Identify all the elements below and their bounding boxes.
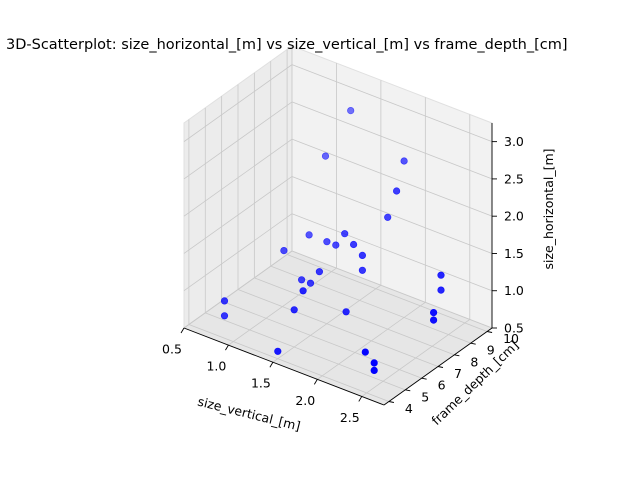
data-point	[393, 187, 401, 195]
x-tick-mark	[313, 379, 318, 385]
z-axis-label: size_horizontal_[m]	[541, 148, 556, 269]
x-tick-label: 0.5	[162, 342, 182, 357]
grid-line-z-back	[291, 250, 493, 329]
grid-lines	[183, 46, 493, 402]
z-tick-label: 1.5	[504, 246, 524, 261]
data-point	[358, 251, 367, 259]
y-tick-label: 5	[421, 389, 429, 404]
data-point	[361, 348, 369, 356]
x-tick-mark	[269, 361, 274, 368]
data-point	[298, 276, 306, 284]
axis-lines	[180, 123, 497, 406]
z-tick-label: 2.5	[504, 171, 524, 186]
x-axis-line	[183, 327, 385, 406]
y-tick-mark	[470, 342, 476, 345]
data-point	[437, 286, 445, 294]
grid-line-z-back	[291, 138, 493, 217]
z-tick-label: 1.0	[504, 283, 524, 298]
data-point	[220, 312, 229, 320]
data-point	[437, 271, 445, 279]
y-tick-label: 10	[503, 331, 519, 346]
y-tick-mark	[421, 377, 427, 380]
grid-line-z-left	[183, 64, 293, 142]
data-point	[315, 268, 324, 276]
data-point	[299, 287, 307, 295]
data-point	[321, 152, 330, 160]
y-tick-mark	[487, 331, 493, 333]
y-tick-mark	[437, 366, 444, 368]
data-point	[341, 230, 349, 238]
data-point	[274, 347, 282, 355]
z-tick-label: 2.0	[504, 209, 524, 224]
data-point	[358, 266, 367, 274]
y-tick-label: 6	[438, 378, 446, 393]
data-point	[384, 213, 392, 221]
chart-title: 3D-Scatterplot: size_horizontal_[m] vs s…	[6, 37, 568, 53]
data-point	[332, 241, 340, 249]
data-point	[370, 359, 378, 367]
grid-line-z-left	[183, 250, 293, 329]
data-point	[350, 240, 358, 249]
grid-line-z-back	[291, 176, 493, 254]
data-point	[342, 308, 350, 316]
y-tick-label: 9	[487, 343, 495, 358]
y-tick-mark	[454, 354, 460, 357]
data-point	[290, 306, 298, 314]
x-tick-mark	[180, 327, 185, 334]
z-tick-label: 3.0	[504, 134, 524, 149]
data-point	[347, 106, 355, 115]
data-point	[430, 316, 438, 324]
data-point	[430, 309, 438, 317]
data-point	[370, 366, 378, 375]
grid-line-y-floor	[237, 289, 439, 367]
tick-labels: 0.51.01.52.02.5456789100.51.01.52.02.53.…	[162, 134, 524, 425]
grid-line-z-left	[183, 176, 293, 254]
y-tick-label: 8	[470, 354, 478, 369]
grid-line-y-floor	[205, 312, 406, 391]
x-tick-mark	[358, 396, 363, 402]
data-point	[280, 247, 288, 255]
data-point	[305, 231, 313, 239]
grid-line-z-back	[291, 64, 493, 143]
data-point	[400, 157, 408, 165]
x-tick-label: 1.0	[206, 359, 226, 374]
grid-line-z-left	[183, 213, 293, 292]
grid-line-y-floor	[221, 300, 422, 379]
y-tick-mark	[405, 389, 411, 392]
y-tick-label: 4	[405, 401, 413, 416]
x-tick-label: 2.0	[295, 393, 315, 408]
grid-line-z-back	[291, 213, 493, 292]
data-point	[220, 297, 229, 305]
x-tick-label: 1.5	[251, 376, 271, 391]
data-point	[323, 238, 331, 246]
grid-line-z-back	[291, 101, 493, 180]
x-tick-label: 2.5	[340, 410, 360, 425]
data-point	[306, 279, 315, 287]
x-axis-label: size_vertical_[m]	[196, 394, 302, 434]
y-tick-label: 7	[454, 366, 462, 381]
grid-line-z-left	[183, 101, 293, 180]
x-tick-mark	[225, 344, 229, 351]
z-tick-label: 0.5	[504, 321, 524, 336]
data-points	[220, 106, 445, 375]
grid-line-y-floor	[188, 324, 390, 402]
grid-line-y-floor	[254, 277, 455, 356]
grid-line-y-floor	[286, 254, 488, 332]
y-tick-mark	[388, 401, 394, 403]
grid-line-z-left	[183, 138, 293, 217]
